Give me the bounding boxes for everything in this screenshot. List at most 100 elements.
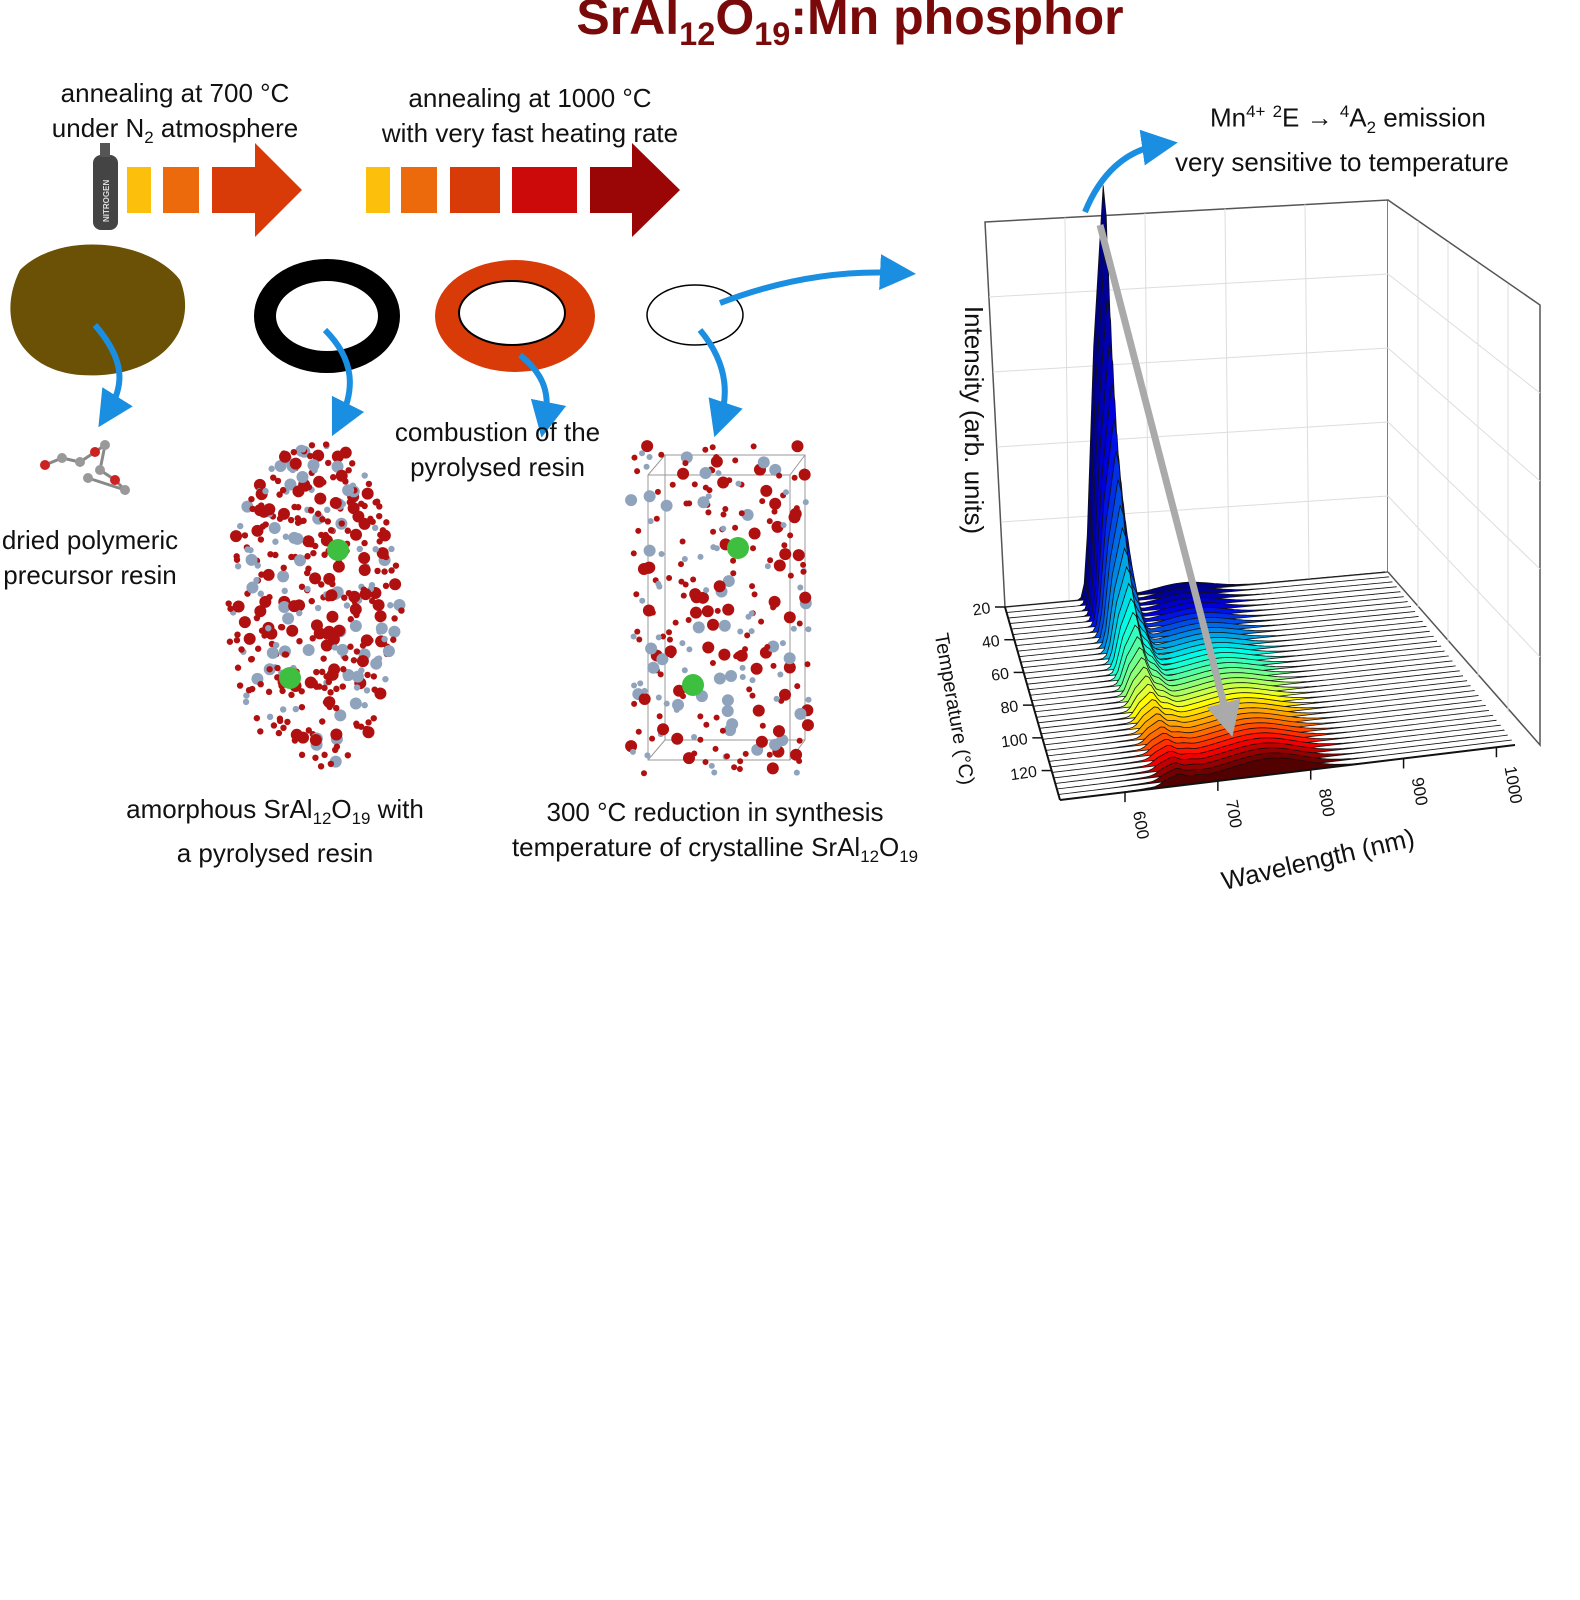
atom: [779, 640, 786, 647]
atom: [326, 610, 339, 623]
atom: [296, 609, 303, 617]
atom: [263, 503, 276, 516]
atom: [681, 667, 688, 674]
atom: [631, 454, 638, 461]
atom: [362, 726, 375, 739]
atom: [266, 713, 274, 721]
atom: [805, 626, 812, 633]
atom: [342, 669, 355, 682]
atom: [342, 484, 355, 497]
atom: [769, 497, 782, 510]
atom: [666, 575, 673, 582]
atom: [710, 544, 717, 551]
atom: [371, 524, 379, 532]
atom: [308, 541, 315, 548]
grid-line: [1387, 273, 1541, 394]
atom: [656, 653, 669, 666]
atom: [680, 592, 687, 599]
atom: [711, 769, 718, 776]
spectrum-trace: [1036, 670, 1460, 718]
atom: [324, 459, 332, 467]
atom: [655, 694, 662, 701]
atom: [388, 567, 395, 574]
heating-step: [366, 167, 390, 213]
atom: [322, 441, 330, 448]
amorphous-label: amorphous SrAl12O19 with a pyrolysed res…: [126, 794, 424, 869]
atom: [325, 589, 338, 602]
atom: [282, 651, 290, 658]
atom: [244, 546, 251, 553]
atom: [279, 706, 287, 713]
atom: [361, 472, 368, 479]
atom: [721, 704, 734, 717]
atom: [233, 637, 241, 644]
atom: [349, 603, 362, 616]
atom: [748, 628, 755, 635]
atom: [372, 499, 379, 506]
atom: [710, 455, 723, 468]
atom: [328, 634, 336, 642]
atom: [707, 618, 720, 631]
atom: [318, 581, 325, 588]
atom: [802, 499, 809, 506]
atom: [682, 581, 689, 588]
atom: [298, 688, 305, 695]
x-tick-label: 600: [1129, 810, 1153, 841]
heating-arrow: [590, 143, 680, 237]
atom: [291, 532, 304, 545]
atom: [332, 560, 345, 573]
atom: [274, 664, 281, 672]
atom: [770, 604, 777, 611]
atom: [706, 645, 713, 652]
atom: [699, 467, 712, 480]
atom: [660, 499, 673, 512]
amorphous-structure: [225, 441, 406, 770]
atom: [706, 487, 713, 494]
atom: [689, 606, 702, 619]
atom: [793, 769, 800, 776]
atom: [238, 616, 251, 629]
atom: [643, 463, 650, 470]
atom: [320, 655, 327, 662]
atom: [270, 722, 278, 729]
atom: [697, 736, 704, 743]
atom: [245, 553, 258, 566]
atom: [689, 588, 702, 601]
x-tick-label: 700: [1222, 798, 1246, 829]
atom: [309, 572, 322, 585]
atom: [248, 655, 256, 663]
atom: [253, 577, 260, 584]
atom: [281, 587, 288, 595]
atom: [773, 559, 786, 572]
atom: [330, 728, 343, 741]
grid-line: [996, 421, 1389, 448]
atom: [348, 590, 361, 603]
atom: [633, 591, 640, 598]
atom: [305, 727, 312, 734]
atom: [722, 575, 735, 588]
atom: [720, 511, 727, 518]
step1-label: annealing at 700 °C under N2 atmosphere: [51, 78, 299, 148]
y-tick-label: 100: [1000, 731, 1029, 752]
atom: [356, 545, 363, 553]
atom: [654, 488, 661, 495]
atom: [713, 580, 726, 593]
atom: [284, 478, 297, 491]
atom: [357, 723, 365, 730]
atom: [282, 454, 290, 462]
heating-step: [163, 167, 199, 213]
atom: [257, 728, 264, 735]
atom: [353, 684, 361, 691]
atom: [791, 474, 798, 481]
atom: [282, 612, 295, 625]
atom: [358, 500, 365, 507]
atom: [391, 615, 398, 622]
atom: [358, 563, 371, 576]
atom: [342, 448, 350, 455]
atom: [755, 735, 768, 748]
atom: [751, 591, 758, 598]
atom: [288, 691, 295, 699]
y-tick-label: 60: [990, 666, 1010, 685]
atom: [309, 734, 322, 747]
atom: [783, 652, 796, 665]
